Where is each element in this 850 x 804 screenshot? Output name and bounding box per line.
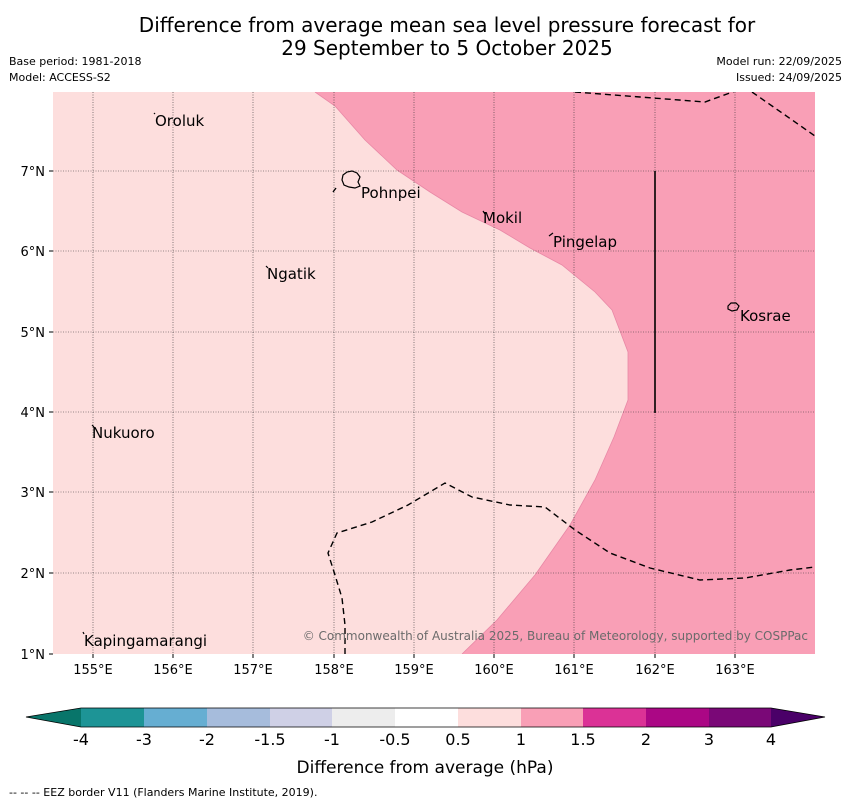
copyright-notice: © Commonwealth of Australia 2025, Bureau… — [303, 629, 808, 643]
place-nukuoro: Nukuoro — [92, 424, 155, 442]
lon-label: 159°E — [394, 663, 434, 678]
band-boundary — [314, 92, 629, 654]
place-pingelap: Pingelap — [553, 233, 617, 251]
lon-label: 163°E — [715, 663, 755, 678]
colorbar-tick: -0.5 — [379, 730, 410, 749]
pressure-band-high — [315, 92, 815, 654]
colorbar — [25, 707, 826, 728]
title-line-2: 29 September to 5 October 2025 — [281, 36, 613, 60]
lon-label: 155°E — [73, 663, 113, 678]
colorbar-swatch — [709, 708, 771, 727]
place-labels: Oroluk Pohnpei Mokil Pingelap Ngatik Kos… — [84, 112, 791, 650]
colorbar-tick: 1 — [516, 730, 526, 749]
meta-right: Model run: 22/09/2025 Issued: 24/09/2025 — [716, 54, 842, 86]
lon-label: 161°E — [554, 663, 594, 678]
colorbar-swatch — [521, 708, 583, 727]
lat-label: 6°N — [21, 245, 46, 260]
colorbar-swatch — [332, 708, 395, 727]
colorbar-tick: 4 — [766, 730, 776, 749]
colorbar-swatch — [583, 708, 646, 727]
colorbar-tick: -2 — [199, 730, 215, 749]
colorbar-tick: 2 — [641, 730, 651, 749]
pohnpei-island — [341, 170, 361, 189]
lon-labels: 155°E 156°E 157°E 158°E 159°E 160°E 161°… — [73, 663, 755, 678]
lon-label: 156°E — [153, 663, 193, 678]
colorbar-tick: 3 — [704, 730, 714, 749]
colorbar-swatch — [81, 708, 144, 727]
lat-label: 4°N — [21, 406, 46, 421]
colorbar-tick: -1.5 — [254, 730, 285, 749]
colorbar-swatch — [207, 708, 270, 727]
base-period: Base period: 1981-2018 — [9, 55, 142, 68]
colorbar-swatch — [395, 708, 458, 727]
lat-labels: 7°N 6°N 5°N 4°N 3°N 2°N 1°N — [21, 165, 46, 663]
lon-label: 160°E — [474, 663, 514, 678]
title-line-1: Difference from average mean sea level p… — [138, 13, 756, 37]
colorbar-outline — [25, 707, 826, 728]
island-outlines — [82, 112, 740, 635]
issued-date: Issued: 24/09/2025 — [735, 71, 842, 84]
model-name: Model: ACCESS-S2 — [9, 71, 111, 84]
colorbar-extend-low — [26, 708, 81, 727]
lat-label: 3°N — [21, 486, 46, 501]
lon-label: 162°E — [635, 663, 675, 678]
colorbar-tick-labels: -4 -3 -2 -1.5 -1 -0.5 0.5 1 1.5 2 3 4 — [73, 730, 776, 749]
eez-footnote: -- -- -- EEZ border V11 (Flanders Marine… — [9, 786, 318, 799]
lat-label: 5°N — [21, 326, 46, 341]
gridlines — [53, 92, 815, 654]
colorbar-tick: 1.5 — [570, 730, 595, 749]
colorbar-extend-high — [771, 708, 825, 727]
place-ngatik: Ngatik — [267, 265, 316, 283]
lat-label: 2°N — [21, 567, 46, 582]
colorbar-swatch — [646, 708, 709, 727]
place-kosrae: Kosrae — [740, 307, 791, 325]
colorbar-swatch — [270, 708, 332, 727]
place-kapingamarangi: Kapingamarangi — [84, 632, 207, 650]
lon-label: 157°E — [233, 663, 273, 678]
colorbar-tick: -3 — [136, 730, 152, 749]
place-oroluk: Oroluk — [155, 112, 204, 130]
map-title: Difference from average mean sea level p… — [0, 14, 850, 60]
axis-ticks — [49, 170, 736, 658]
place-pohnpei: Pohnpei — [361, 184, 421, 202]
colorbar-swatch — [458, 708, 521, 727]
eez-borders — [327, 92, 815, 654]
lon-label: 158°E — [314, 663, 354, 678]
colorbar-swatch — [144, 708, 207, 727]
kosrae-island — [727, 302, 740, 312]
colorbar-tick: -1 — [324, 730, 340, 749]
place-mokil: Mokil — [483, 209, 522, 227]
colorbar-label: Difference from average (hPa) — [297, 758, 554, 778]
colorbar-tick: -4 — [73, 730, 89, 749]
colorbar-tick: 0.5 — [445, 730, 470, 749]
lat-label: 7°N — [21, 165, 46, 180]
lat-label: 1°N — [21, 648, 46, 663]
meta-left: Base period: 1981-2018 Model: ACCESS-S2 — [9, 54, 141, 86]
model-run: Model run: 22/09/2025 — [716, 55, 842, 68]
